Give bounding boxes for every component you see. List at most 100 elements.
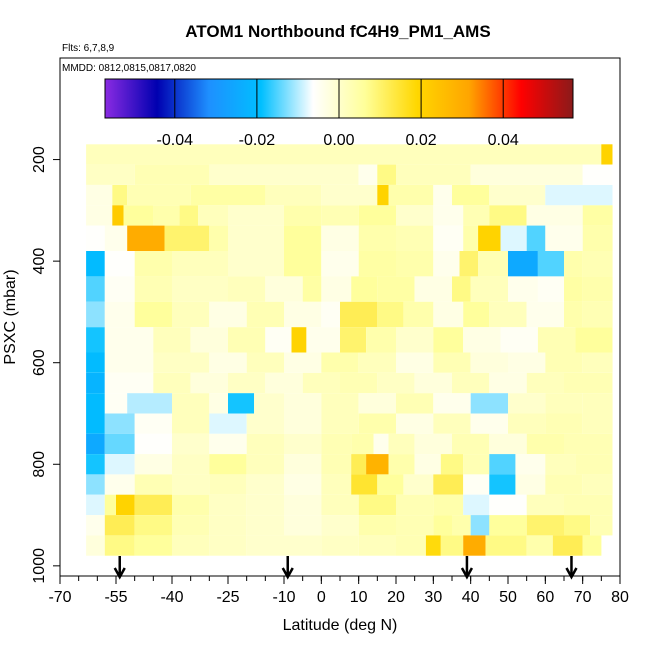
flight-arrow-head (460, 567, 474, 580)
heatmap-cell (564, 433, 613, 455)
heatmap-cell (396, 164, 471, 185)
heatmap-cell (198, 205, 228, 226)
heatmap-cell (414, 372, 452, 394)
heatmap-cell (104, 393, 128, 414)
heatmap-cells (86, 144, 613, 556)
x-tick-label: 20 (387, 589, 405, 606)
heatmap-cell (86, 327, 105, 353)
heatmap-cell (164, 225, 210, 251)
heatmap-cell (190, 185, 266, 206)
heatmap-cell (104, 535, 135, 556)
colorbar-tick-label: -0.02 (239, 132, 276, 149)
heatmap-cell (433, 327, 464, 353)
heatmap-cell (537, 251, 564, 277)
heatmap-cell (246, 474, 284, 495)
heatmap-cell (433, 515, 452, 536)
heatmap-cell (396, 413, 434, 434)
heatmap-cell (209, 413, 247, 434)
heatmap-cell (104, 301, 135, 328)
heatmap-cell (284, 352, 322, 373)
heatmap-cell (209, 474, 247, 495)
heatmap-cell (284, 251, 322, 277)
heatmap-cell (388, 433, 415, 455)
heatmap-cell (172, 474, 210, 495)
heatmap-cell (358, 352, 396, 373)
colorbar-tick-label: 0.04 (488, 132, 519, 149)
heatmap-cell (526, 535, 553, 556)
heatmap-cell (366, 454, 389, 475)
y-tick-label: 800 (31, 451, 48, 478)
heatmap-cell (489, 205, 527, 226)
heatmap-cell (478, 225, 501, 251)
heatmap-cell (508, 251, 538, 277)
heatmap-cell (463, 454, 490, 475)
heatmap-cell (265, 327, 292, 353)
heatmap-cell (284, 393, 322, 414)
heatmap-cell (86, 372, 105, 394)
heatmap-cell (452, 515, 471, 536)
heatmap-cell (246, 454, 284, 475)
x-tick-label: 0 (317, 589, 326, 606)
heatmap-cell (104, 276, 135, 302)
heatmap-cell (265, 276, 303, 302)
heatmap-cell (351, 433, 374, 455)
heatmap-cell (396, 352, 434, 373)
heatmap-cell (377, 301, 404, 328)
heatmap-cell (508, 276, 538, 302)
x-tick-label: -10 (272, 589, 295, 606)
heatmap-cell (433, 251, 460, 277)
heatmap-cell (582, 301, 613, 328)
y-tick-label: 400 (31, 248, 48, 275)
x-tick-label: 60 (536, 589, 554, 606)
heatmap-cell (463, 474, 490, 495)
heatmap-cell (575, 327, 613, 353)
heatmap-cell (321, 251, 359, 277)
heatmap-cell (452, 372, 490, 394)
chart-title: ATOM1 Northbound fC4H9_PM1_AMS (185, 22, 490, 41)
heatmap-cell (321, 205, 359, 226)
heatmap-cell (228, 205, 284, 226)
heatmap-cell (284, 494, 322, 515)
heatmap-cell (127, 393, 172, 414)
heatmap-cell (265, 372, 303, 394)
heatmap-cell (306, 327, 340, 353)
heatmap-cell (433, 393, 471, 414)
heatmap-cell (373, 433, 389, 455)
heatmap-cell (552, 535, 583, 556)
heatmap-cell (470, 276, 508, 302)
heatmap-cell (123, 205, 154, 226)
heatmap-cell (86, 205, 113, 226)
heatmap-cell (351, 474, 378, 495)
heatmap-cell (104, 251, 135, 277)
heatmap-cell (86, 433, 105, 455)
heatmap-cell (172, 454, 210, 475)
heatmap-cell (134, 474, 172, 495)
heatmap-cell (321, 301, 340, 328)
heatmap-cell (86, 413, 105, 434)
heatmap-cell (452, 276, 471, 302)
heatmap-cell (396, 205, 434, 226)
heatmap-cell (545, 454, 576, 475)
heatmap-cell (508, 413, 546, 434)
heatmap-cell (396, 327, 434, 353)
heatmap-cell (526, 205, 583, 226)
heatmap-cell (358, 535, 396, 556)
heatmap-cell (86, 276, 105, 302)
heatmap-cell (86, 352, 105, 373)
heatmap-cell (463, 301, 490, 328)
heatmap-cell (403, 474, 434, 495)
y-tick-label: 600 (31, 349, 48, 376)
heatmap-cell (209, 494, 247, 515)
heatmap-cell (545, 474, 583, 495)
heatmap-cell (321, 185, 378, 206)
heatmap-cell (284, 454, 322, 475)
heatmap-cell (564, 494, 613, 515)
heatmap-cell (86, 185, 113, 206)
heatmap-cell (545, 352, 583, 373)
heatmap-cell (470, 515, 490, 536)
heatmap-cell (153, 352, 210, 373)
heatmap-cell (414, 454, 441, 475)
heatmap-cell (104, 515, 135, 536)
heatmap-cell (134, 515, 172, 536)
heatmap-cell (564, 372, 613, 394)
